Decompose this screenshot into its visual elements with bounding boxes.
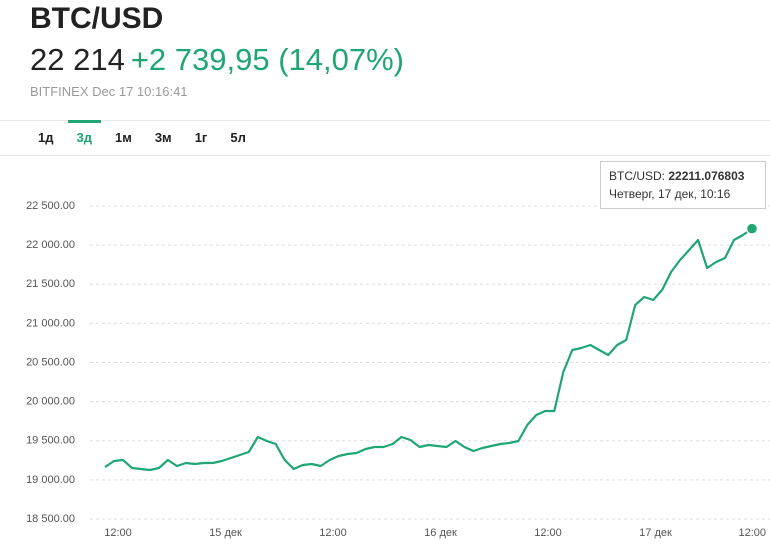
y-tick-label: 19 500.00 <box>26 435 75 447</box>
x-tick-label: 17 дек <box>639 527 672 539</box>
change: +2 739,95 (14,07%) <box>130 42 405 77</box>
y-tick-label: 19 000.00 <box>26 474 75 486</box>
x-tick-label: 15 дек <box>209 527 242 539</box>
tooltip: BTC/USD: 22211.076803 Четверг, 17 дек, 1… <box>600 161 766 209</box>
y-tick-label: 21 500.00 <box>26 278 75 290</box>
source: BITFINEX Dec 17 10:16:41 <box>30 84 188 99</box>
tooltip-label: BTC/USD: <box>609 169 666 183</box>
price: 22 214 <box>30 42 125 77</box>
last-point <box>745 222 759 235</box>
price-line <box>104 227 753 472</box>
tooltip-row: BTC/USD: 22211.076803 <box>609 167 757 185</box>
separator <box>0 120 770 121</box>
tooltip-value: 22211.076803 <box>668 169 745 183</box>
tabs: 1д 3д 1м 3м 1г 5л <box>24 120 255 155</box>
tab[interactable]: 3м <box>154 130 172 145</box>
x-tick-label: 12:00 <box>319 527 347 539</box>
price-row: 22 214 +2 739,95 (14,07%) <box>30 42 404 78</box>
tab[interactable]: 3д <box>62 120 102 155</box>
x-tick-label: 12:00 <box>104 527 132 539</box>
separator <box>0 155 770 156</box>
tab[interactable]: 1д <box>38 130 54 145</box>
title: BTC/USD <box>30 2 164 35</box>
y-tick-label: 18 500.00 <box>26 513 75 525</box>
x-tick-label: 12:00 <box>534 527 562 539</box>
tooltip-date: Четверг, 17 дек, 10:16 <box>609 187 731 201</box>
y-tick-label: 22 500.00 <box>26 200 75 212</box>
x-tick-label: 16 дек <box>424 527 457 539</box>
tab[interactable]: 5л <box>230 130 246 145</box>
y-tick-label: 21 000.00 <box>26 317 75 329</box>
x-tick-label: 12:00 <box>738 527 766 539</box>
y-tick-label: 20 500.00 <box>26 356 75 368</box>
tab[interactable]: 1г <box>194 130 208 145</box>
tab[interactable]: 1м <box>114 130 132 145</box>
y-tick-label: 20 000.00 <box>26 396 75 408</box>
y-tick-label: 22 000.00 <box>26 239 75 251</box>
